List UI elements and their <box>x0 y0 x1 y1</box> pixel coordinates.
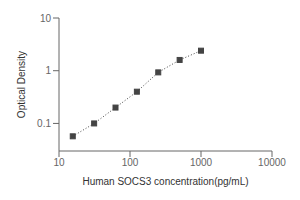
svg-text:10: 10 <box>53 157 65 168</box>
svg-text:Human SOCS3 concentration(pg/m: Human SOCS3 concentration(pg/mL) <box>82 176 248 187</box>
svg-text:10000: 10000 <box>258 157 286 168</box>
svg-text:100: 100 <box>122 157 139 168</box>
svg-text:Optical Density: Optical Density <box>16 51 27 118</box>
svg-text:1: 1 <box>45 65 51 76</box>
svg-text:0.1: 0.1 <box>37 118 51 129</box>
svg-text:1000: 1000 <box>190 157 213 168</box>
svg-text:10: 10 <box>40 13 52 24</box>
